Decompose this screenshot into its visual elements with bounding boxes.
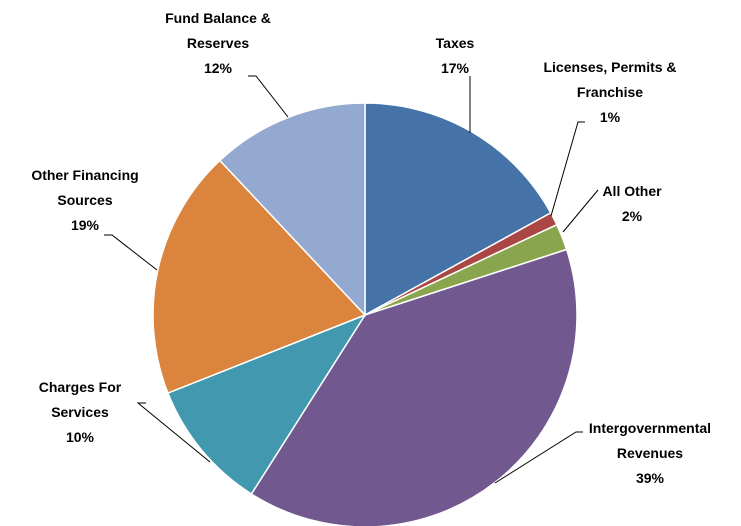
- value-label: 19%: [70, 217, 100, 233]
- leader-line: [494, 431, 583, 484]
- value-label: 17%: [440, 60, 470, 76]
- category-name: Taxes: [435, 35, 475, 51]
- slice-label: Fund Balance & Reserves 12%: [148, 6, 288, 81]
- category-name: Intergovernmental Revenues: [588, 420, 712, 461]
- pie-slice: [250, 248, 578, 526]
- pie-slice: [166, 313, 367, 496]
- leader-line: [104, 234, 158, 271]
- category-name: All Other: [602, 183, 662, 199]
- category-name: Licenses, Permits & Franchise: [543, 59, 677, 100]
- value-label: 39%: [635, 470, 665, 486]
- slice-label: Other Financing Sources 19%: [10, 163, 160, 238]
- category-name: Other Financing Sources: [31, 167, 139, 208]
- pie-slice: [152, 159, 367, 395]
- slice-label: Charges For Services 10%: [25, 375, 135, 450]
- value-label: 10%: [65, 429, 95, 445]
- slice-label: Licenses, Permits & Franchise 1%: [530, 55, 690, 130]
- leader-line: [248, 75, 289, 118]
- category-name: Fund Balance & Reserves: [165, 10, 271, 51]
- value-label: 1%: [599, 109, 621, 125]
- value-label: 2%: [621, 208, 643, 224]
- slice-label: All Other 2%: [592, 179, 672, 229]
- category-name: Charges For Services: [38, 379, 122, 420]
- slice-label: Taxes 17%: [415, 31, 495, 81]
- pie-slice: [364, 102, 552, 317]
- pie-slice: [218, 102, 366, 317]
- value-label: 12%: [203, 60, 233, 76]
- leader-line: [136, 402, 211, 463]
- leader-line: [550, 121, 585, 217]
- slice-label: Intergovernmental Revenues 39%: [578, 416, 723, 491]
- leader-line: [562, 189, 599, 233]
